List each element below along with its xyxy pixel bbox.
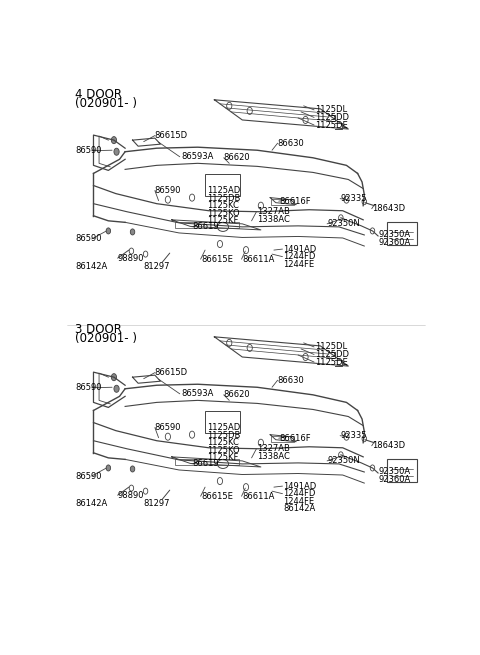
Text: 86619: 86619: [192, 459, 219, 468]
Text: 1125KF: 1125KF: [207, 216, 238, 225]
Text: 86590: 86590: [75, 383, 101, 392]
Text: 86615E: 86615E: [202, 492, 233, 500]
Text: 86615D: 86615D: [155, 367, 188, 377]
Text: 86142A: 86142A: [283, 504, 315, 514]
Text: 86616F: 86616F: [279, 434, 311, 443]
Bar: [205, 411, 240, 433]
Text: 86611A: 86611A: [242, 255, 275, 264]
Text: 86620: 86620: [224, 390, 250, 400]
Circle shape: [130, 466, 135, 472]
Text: 81297: 81297: [144, 262, 170, 271]
Circle shape: [114, 385, 119, 392]
Text: 92335: 92335: [341, 431, 367, 440]
Text: 81297: 81297: [144, 498, 170, 508]
Text: 18643D: 18643D: [372, 204, 406, 214]
Text: 86630: 86630: [277, 139, 304, 147]
Bar: [175, 459, 239, 465]
Circle shape: [106, 228, 110, 234]
Text: 98890: 98890: [118, 253, 144, 263]
Text: 4 DOOR: 4 DOOR: [75, 88, 122, 102]
Bar: [271, 198, 294, 204]
Text: 92350A: 92350A: [378, 468, 410, 476]
Text: 1338AC: 1338AC: [257, 452, 290, 461]
Text: 86590: 86590: [155, 186, 181, 195]
Text: 1244FD: 1244FD: [283, 252, 315, 261]
Text: 1125DL: 1125DL: [315, 105, 347, 115]
Text: (020901- ): (020901- ): [75, 332, 137, 345]
Circle shape: [114, 148, 119, 155]
Text: 86615E: 86615E: [202, 255, 233, 264]
Text: 1125DE: 1125DE: [315, 358, 348, 367]
Text: 3 DOOR: 3 DOOR: [75, 324, 122, 336]
Text: 86630: 86630: [277, 376, 304, 384]
Text: 98890: 98890: [118, 491, 144, 500]
Text: 86590: 86590: [75, 472, 101, 481]
Text: 1125DE: 1125DE: [315, 121, 348, 130]
Text: 86593A: 86593A: [181, 152, 213, 161]
Bar: [271, 436, 294, 441]
Text: 86590: 86590: [75, 234, 101, 244]
Text: 92335: 92335: [341, 194, 367, 203]
Text: 92360A: 92360A: [378, 238, 410, 247]
Text: 1244FE: 1244FE: [283, 496, 314, 506]
Text: 1244FE: 1244FE: [283, 259, 314, 269]
Text: 1338AC: 1338AC: [257, 215, 290, 224]
Text: 86590: 86590: [155, 423, 181, 432]
Text: 1327AB: 1327AB: [257, 444, 290, 453]
Text: 86590: 86590: [75, 146, 101, 155]
Text: 1125KO: 1125KO: [207, 446, 240, 455]
Text: 1491AD: 1491AD: [283, 481, 316, 491]
Circle shape: [106, 465, 110, 471]
Text: 1125DB: 1125DB: [207, 194, 240, 202]
Text: (020901- ): (020901- ): [75, 98, 137, 110]
Text: 86142A: 86142A: [75, 498, 107, 508]
Text: 92350N: 92350N: [328, 219, 360, 229]
Text: 1491AD: 1491AD: [283, 244, 316, 253]
Text: 1125KO: 1125KO: [207, 209, 240, 217]
Circle shape: [111, 373, 117, 381]
Text: 92360A: 92360A: [378, 475, 410, 484]
Text: 1125DD: 1125DD: [315, 113, 349, 122]
Text: 1125DL: 1125DL: [315, 343, 347, 352]
Text: 1125KC: 1125KC: [207, 201, 239, 210]
Text: 92350N: 92350N: [328, 457, 360, 466]
Text: 92350A: 92350A: [378, 231, 410, 240]
Text: 86593A: 86593A: [181, 389, 213, 398]
Bar: [175, 222, 239, 228]
Text: 86615D: 86615D: [155, 131, 188, 140]
Text: 86616F: 86616F: [279, 196, 311, 206]
Circle shape: [130, 229, 135, 235]
Circle shape: [111, 137, 117, 143]
Text: 1327AB: 1327AB: [257, 207, 290, 216]
Text: 1125DB: 1125DB: [207, 431, 240, 440]
Text: 1244FD: 1244FD: [283, 489, 315, 498]
Text: 1125AD: 1125AD: [207, 186, 240, 195]
Text: 86142A: 86142A: [75, 262, 107, 271]
Text: 86619: 86619: [192, 223, 219, 231]
Text: 1125KF: 1125KF: [207, 453, 238, 462]
Text: 1125DD: 1125DD: [315, 350, 349, 359]
Text: 1125AD: 1125AD: [207, 423, 240, 432]
Text: 1125KC: 1125KC: [207, 438, 239, 447]
Text: 86620: 86620: [224, 153, 250, 162]
Text: 18643D: 18643D: [372, 441, 406, 450]
Text: 86611A: 86611A: [242, 492, 275, 500]
Bar: [205, 174, 240, 196]
